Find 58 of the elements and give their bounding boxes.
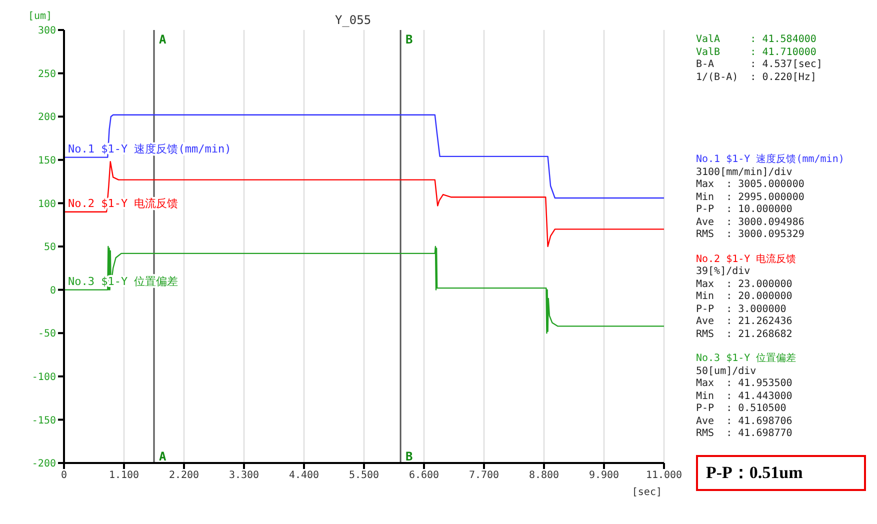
text: No.1 $1-Y 速度反馈(mm/min): [696, 154, 846, 166]
x-tick-label: 7.700: [468, 470, 500, 482]
x-tick-label: 3.300: [228, 470, 260, 482]
x-tick-label: 2.200: [168, 470, 200, 482]
line-series: [64, 114, 664, 199]
text: 39[%]/div: [696, 266, 752, 278]
text: P-P : 3.000000: [696, 304, 788, 316]
text: Ave : 41.698706: [696, 416, 794, 428]
text: No.2 $1-Y 电流反馈: [696, 254, 798, 266]
line-series: [64, 246, 664, 334]
text: 50[um]/div: [696, 366, 758, 378]
text: P-P : 10.000000: [696, 204, 794, 216]
text: Ave : 21.262436: [696, 316, 794, 328]
text: RMS : 41.698770: [696, 428, 794, 440]
text: Min : 41.443000: [696, 390, 794, 403]
y-tick-label: 200: [38, 112, 56, 124]
annotation: A: [159, 449, 167, 464]
y-tick-label: -200: [32, 458, 56, 470]
text: 1/(B-A) : 0.220[Hz]: [696, 72, 818, 84]
y-tick-label: -100: [32, 372, 56, 383]
line-series: [64, 161, 664, 248]
text: P-P : 0.510500: [696, 403, 788, 416]
text: B-A : 4.537[sec]: [696, 59, 824, 72]
text: Min : 2995.000000: [696, 192, 806, 204]
y-axis-title: [um]: [28, 11, 52, 22]
chart-title: Y_055: [334, 13, 372, 27]
y-tick-label: -150: [32, 415, 56, 426]
text: ValB : 41.710000: [696, 46, 818, 59]
y-tick-label: 100: [38, 198, 56, 210]
text: Min : 20.000000: [696, 291, 794, 304]
y-tick-label: 250: [38, 68, 56, 80]
annotation: B: [406, 449, 413, 464]
text: Ave : 3000.094986: [696, 216, 806, 229]
x-tick-label: 6.600: [408, 470, 440, 482]
ref-line-label: B: [406, 32, 413, 47]
text: RMS : 3000.095329: [696, 229, 806, 242]
x-tick-label: 9.900: [588, 470, 620, 482]
text: Max : 41.953500: [696, 378, 794, 390]
x-tick-label: 11.000: [646, 470, 682, 482]
text: Max : 23.000000: [696, 278, 794, 291]
y-tick-label: 150: [38, 155, 56, 166]
text: RMS : 21.268682: [696, 328, 794, 341]
text: P-P：0.51um: [696, 454, 866, 491]
x-axis-title: [sec]: [632, 487, 662, 498]
y-tick-label: 300: [38, 26, 56, 37]
y-tick-label: 0: [50, 285, 56, 296]
text: 3100[mm/min]/div: [696, 166, 794, 179]
x-tick-label: 1.100: [108, 470, 140, 482]
x-tick-label: 8.800: [528, 470, 560, 482]
x-tick-label: 5.500: [348, 470, 380, 482]
text: Max : 3005.000000: [696, 179, 806, 192]
x-tick-label: 0: [60, 470, 68, 482]
x-tick-label: 4.400: [288, 470, 320, 482]
y-tick-label: -50: [38, 328, 56, 340]
text: ValA : 41.584000: [696, 34, 818, 46]
ref-line-label: A: [159, 32, 167, 47]
y-tick-label: 50: [44, 242, 56, 254]
text: No.3 $1-Y 位置偏差: [696, 353, 798, 366]
